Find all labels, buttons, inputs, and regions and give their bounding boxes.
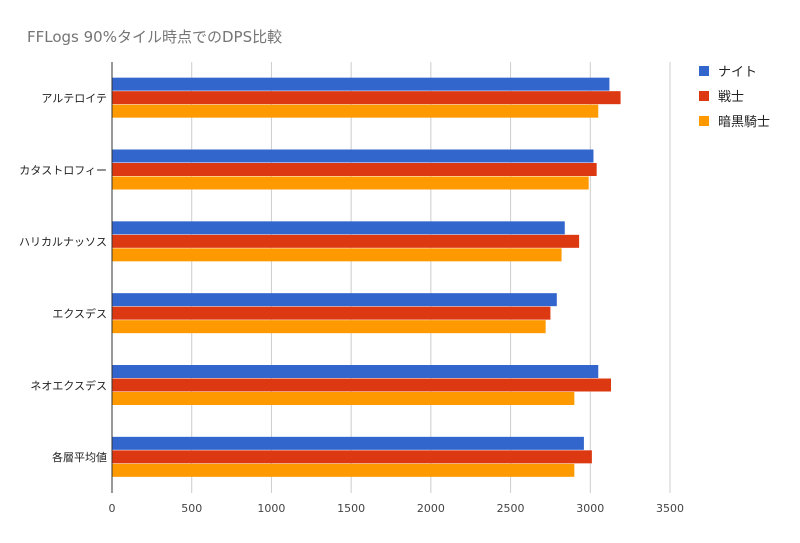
category-label: アルテロイテ <box>41 92 107 105</box>
legend-swatch <box>699 91 709 101</box>
bar-3-5 <box>112 392 575 405</box>
bar-2-4 <box>112 306 551 320</box>
bar-3-3 <box>112 248 562 262</box>
x-tick-label: 500 <box>181 502 202 515</box>
legend-label: 暗黒騎士 <box>718 115 770 130</box>
bar-2-2 <box>112 163 597 176</box>
bar-1-4 <box>112 293 557 307</box>
grid-lines <box>191 62 671 493</box>
bar-3-1 <box>112 104 599 118</box>
x-tick-label: 3500 <box>656 502 684 515</box>
x-tick-label: 2500 <box>497 502 525 515</box>
x-tick-label: 2000 <box>417 502 445 515</box>
bar-2-1 <box>112 91 621 105</box>
bar-1-6 <box>112 436 584 450</box>
category-label: ネオエクスデス <box>30 378 107 392</box>
bar-1-1 <box>112 77 610 91</box>
bar-1-3 <box>112 221 565 235</box>
category-label: ハリカルナッソス <box>19 236 107 249</box>
bar-2-5 <box>112 378 612 392</box>
bar-2-6 <box>112 450 592 464</box>
x-tick-label: 0 <box>109 502 116 515</box>
x-tick-label: 1000 <box>257 502 285 515</box>
category-label: 各層平均値 <box>52 450 107 464</box>
legend-label: 戦士 <box>718 90 744 105</box>
bar-3-4 <box>112 320 546 334</box>
chart-title: FFLogs 90%タイル時点でのDPS比較 <box>27 28 282 46</box>
x-tick-label: 1500 <box>337 502 365 515</box>
legend-swatch <box>699 66 709 76</box>
category-label: エクスデス <box>52 306 107 320</box>
x-tick-label: 3000 <box>576 502 604 515</box>
bar-1-5 <box>112 365 599 378</box>
category-label: カタストロフィー <box>19 164 107 177</box>
bar-3-6 <box>112 463 575 477</box>
bar-1-2 <box>112 149 594 163</box>
axes: 0 500 1000 1500 2000 2500 3000 3500 アルテロイテカタストロフ… <box>19 62 684 515</box>
bar-2-3 <box>112 234 580 248</box>
legend-swatch <box>699 116 709 126</box>
bar-3-2 <box>112 176 589 190</box>
bar-series <box>112 77 621 477</box>
legend-label: ナイト <box>718 65 757 80</box>
